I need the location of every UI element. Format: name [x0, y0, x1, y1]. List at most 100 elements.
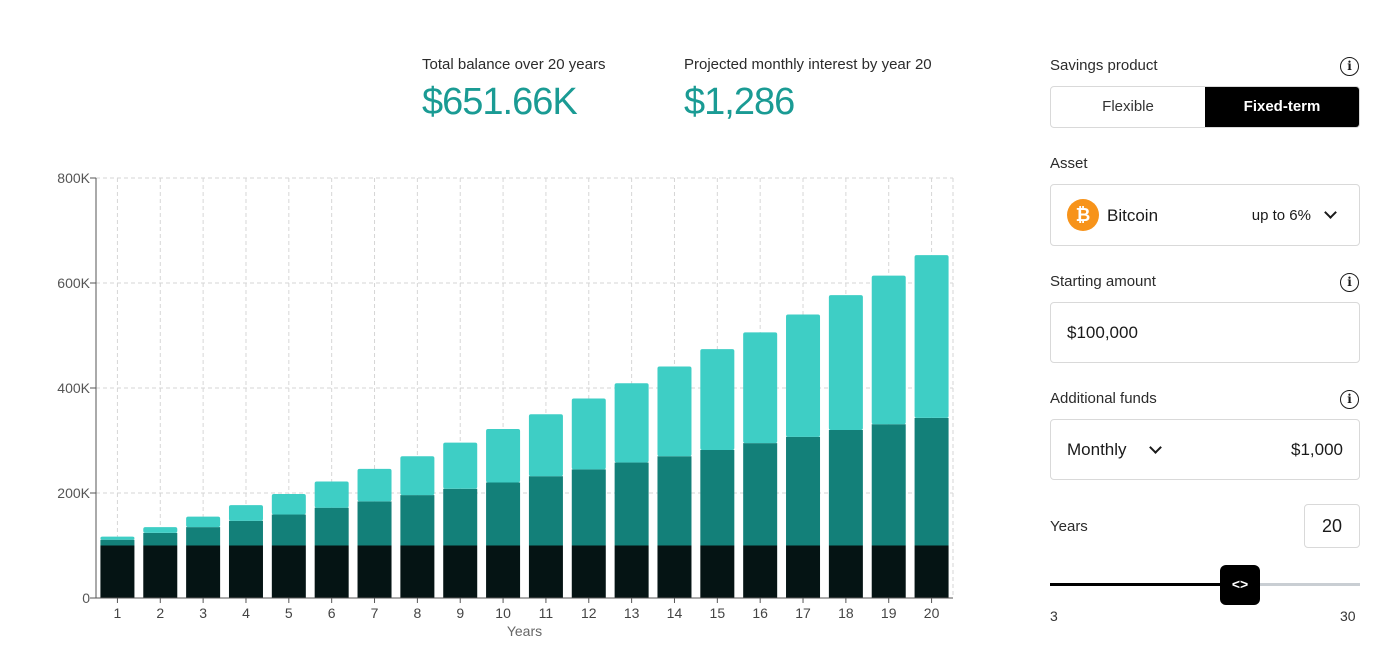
x-tick-label: 16	[752, 605, 768, 621]
bar-segment	[228, 545, 263, 598]
bar-segment	[828, 545, 863, 598]
x-tick-label: 15	[710, 605, 726, 621]
bar-segment	[400, 545, 435, 598]
bar-segment	[786, 545, 821, 598]
total-balance-value: $651.66K	[422, 81, 578, 123]
bar-segment	[186, 516, 221, 528]
bar-segment	[271, 545, 306, 598]
total-balance-label: Total balance over 20 years	[422, 56, 606, 73]
bar-segment	[828, 430, 863, 546]
bar-segment	[614, 545, 649, 598]
bar-segment	[700, 545, 735, 598]
additional-funds-input[interactable]: $1,000	[1291, 440, 1343, 459]
bar-segment	[571, 398, 606, 470]
y-tick-label: 0	[82, 590, 90, 606]
info-icon[interactable]: i	[1340, 273, 1359, 292]
bar-segment	[871, 424, 906, 546]
bar-segment	[443, 488, 478, 546]
bar-segment	[528, 476, 563, 546]
asset-label: Asset	[1050, 155, 1088, 172]
bar-segment	[271, 514, 306, 546]
years-slider-thumb[interactable]: <>	[1220, 565, 1260, 605]
bar-segment	[357, 545, 392, 598]
starting-amount-value: $100,000	[1067, 323, 1138, 342]
flexible-option[interactable]: Flexible	[1102, 98, 1154, 115]
bar-segment	[100, 539, 135, 546]
x-tick-label: 20	[924, 605, 940, 621]
bar-segment	[314, 545, 349, 598]
info-icon[interactable]: i	[1340, 390, 1359, 409]
bar-segment	[443, 545, 478, 598]
bar-segment	[657, 366, 692, 457]
x-tick-label: 9	[456, 605, 464, 621]
bar-segment	[614, 383, 649, 463]
asset-select[interactable]: ₿ Bitcoin up to 6%	[1050, 184, 1360, 246]
bar-segment	[186, 545, 221, 598]
x-tick-label: 5	[285, 605, 293, 621]
bar-segment	[571, 545, 606, 598]
asset-rate: up to 6%	[1251, 207, 1311, 224]
slider-max-label: 30	[1340, 608, 1356, 624]
y-tick-label: 200K	[57, 485, 90, 501]
bar-segment	[914, 255, 949, 418]
slider-track-empty[interactable]	[1240, 583, 1360, 586]
bar-segment	[100, 545, 135, 598]
x-tick-label: 10	[495, 605, 511, 621]
bar-segment	[657, 545, 692, 598]
chevron-down-icon	[1324, 206, 1337, 219]
total-balance-stat: Total balance over 20 years $651.66K	[422, 56, 605, 124]
slider-track-filled[interactable]	[1050, 583, 1240, 586]
bar-segment	[486, 482, 521, 546]
x-tick-label: 1	[114, 605, 122, 621]
bar-segment	[700, 349, 735, 450]
bar-segment	[400, 456, 435, 496]
bar-segment	[786, 436, 821, 546]
bar-segment	[700, 449, 735, 546]
years-input[interactable]: 20	[1304, 504, 1360, 548]
bar-segment	[914, 545, 949, 598]
starting-amount-input[interactable]: $100,000	[1050, 302, 1360, 363]
bar-segment	[143, 545, 178, 598]
bar-segment	[314, 507, 349, 546]
x-tick-label: 13	[624, 605, 640, 621]
y-tick-label: 400K	[57, 380, 90, 396]
monthly-interest-value: $1,286	[684, 81, 795, 123]
starting-amount-label: Starting amount	[1050, 273, 1156, 290]
x-tick-label: 12	[581, 605, 597, 621]
bar-segment	[743, 332, 778, 444]
bar-segment	[400, 495, 435, 546]
years-label: Years	[1050, 518, 1088, 535]
bar-segment	[443, 442, 478, 489]
bar-segment	[914, 417, 949, 546]
bar-segment	[271, 494, 306, 515]
monthly-interest-label: Projected monthly interest by year 20	[684, 56, 932, 73]
bar-segment	[528, 414, 563, 477]
frequency-dropdown[interactable]: Monthly	[1067, 440, 1127, 460]
bar-segment	[871, 275, 906, 425]
additional-funds-label: Additional funds	[1050, 390, 1157, 407]
bar-segment	[357, 468, 392, 502]
bar-segment	[528, 545, 563, 598]
x-tick-label: 17	[795, 605, 811, 621]
fixed-term-option[interactable]: Fixed-term	[1205, 87, 1359, 127]
bitcoin-icon: ₿	[1067, 199, 1099, 231]
asset-name: Bitcoin	[1107, 206, 1159, 225]
bar-segment	[186, 527, 221, 546]
x-tick-label: 11	[539, 605, 554, 621]
bar-segment	[143, 532, 178, 546]
bar-segment	[314, 481, 349, 508]
bar-segment	[100, 536, 135, 540]
x-tick-label: 2	[156, 605, 164, 621]
bar-segment	[228, 520, 263, 546]
x-axis-label: Years	[507, 623, 542, 639]
additional-funds-field: Monthly $1,000	[1050, 419, 1360, 480]
bar-segment	[486, 428, 521, 483]
x-tick-label: 7	[371, 605, 379, 621]
bar-segment	[143, 527, 178, 533]
x-tick-label: 8	[413, 605, 421, 621]
bar-segment	[571, 469, 606, 546]
bar-segment	[357, 501, 392, 546]
info-icon[interactable]: i	[1340, 57, 1359, 76]
bar-segment	[228, 505, 263, 521]
